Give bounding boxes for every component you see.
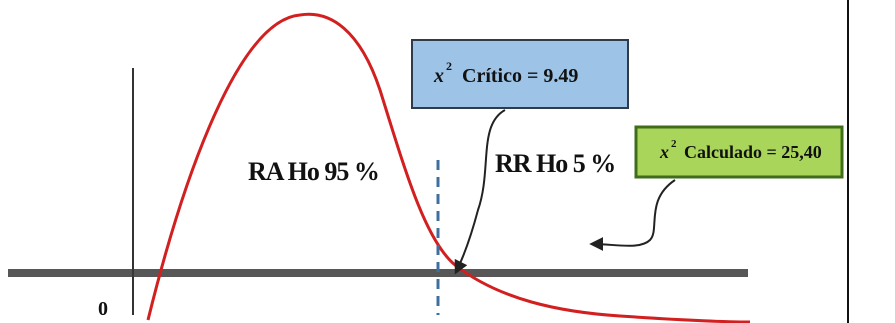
calculated-symbol: x [659,142,669,162]
calculated-value-box: x 2 Calculado = 25,40 [634,125,844,179]
origin-label: 0 [98,298,108,320]
x-axis [8,269,748,277]
calculated-arrow [589,179,676,252]
acceptance-region-label: RA Ho 95 % [248,157,379,186]
critical-symbol: x [433,65,444,87]
critical-exponent: 2 [446,59,452,73]
chi-square-curve [146,12,751,323]
calculated-value-text: Calculado = 25,40 [684,142,822,162]
rejection-region-label: RR Ho 5 % [495,149,615,178]
critical-value-text: Crítico = 9.49 [462,65,578,87]
critical-value-box: x 2 Crítico = 9.49 [411,39,629,109]
calculated-exponent: 2 [671,138,677,150]
critical-arrow [454,109,506,275]
